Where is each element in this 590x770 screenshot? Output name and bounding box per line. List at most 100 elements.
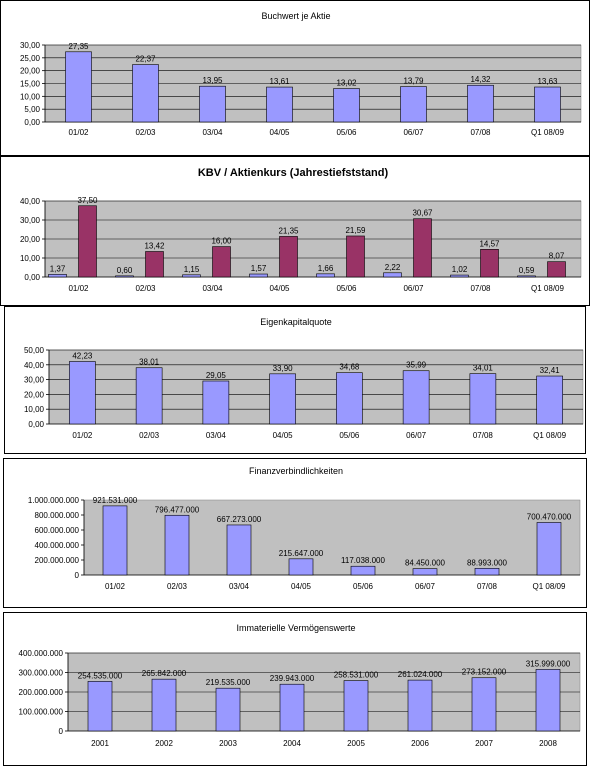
data-label: 254.535.000: [78, 671, 123, 680]
data-label: 13,61: [269, 77, 290, 86]
x-tick-label: 04/05: [269, 284, 290, 293]
bar: [280, 684, 304, 731]
y-tick-label: 20,00: [20, 67, 41, 76]
bar: [267, 87, 293, 122]
x-tick-label: 2008: [539, 739, 557, 748]
chart-svg-eigenkapitalquote: Eigenkapitalquote 50,00 40,00 30,00 20,00 10…: [5, 307, 587, 455]
bar: [344, 681, 368, 731]
data-label: 1,15: [184, 265, 200, 274]
y-tick-label: 600.000.000: [35, 526, 80, 535]
x-tick-label: 02/03: [135, 284, 156, 293]
data-label: 667.273.000: [217, 515, 262, 524]
chart-title: Immaterielle Vermögenswerte: [236, 623, 355, 633]
data-label: 265.842.000: [142, 669, 187, 678]
y-tick-label: 1.000.000.000: [28, 496, 80, 505]
chart-panel-buchwert: Buchwert je Aktie 30,00 25,00 20,00 15,00 10…: [0, 0, 590, 156]
data-label: 8,07: [549, 252, 565, 261]
bar: [183, 275, 201, 277]
data-label: 1,57: [251, 264, 267, 273]
data-label: 13,02: [336, 79, 357, 88]
data-label: 13,79: [403, 77, 424, 86]
data-label: 261.024.000: [398, 670, 443, 679]
bar: [216, 688, 240, 731]
bar: [334, 89, 360, 122]
data-label: 921.531.000: [93, 496, 138, 505]
bar: [165, 515, 189, 575]
x-tick-label: 01/02: [105, 582, 126, 591]
bar: [227, 525, 251, 575]
data-label: 34,68: [339, 363, 360, 372]
y-tick-label: 10,00: [24, 405, 45, 414]
data-label: 14,32: [470, 75, 491, 84]
data-label: 1,66: [318, 264, 334, 273]
data-label: 84.450.000: [405, 559, 446, 568]
x-tick-label: Q1 08/09: [531, 284, 564, 293]
data-label: 117.038.000: [341, 556, 385, 565]
x-tick-label: 01/02: [72, 431, 93, 440]
data-label: 13,42: [144, 242, 165, 251]
bar: [548, 262, 566, 277]
bar: [351, 566, 375, 575]
chart-title: Buchwert je Aktie: [261, 11, 330, 21]
bar: [280, 236, 298, 277]
data-label: 21,59: [345, 226, 366, 235]
data-label: 258.531.000: [334, 671, 379, 680]
chart-title: Eigenkapitalquote: [260, 317, 332, 327]
x-tick-label: 05/06: [336, 128, 357, 137]
bar: [384, 273, 402, 277]
x-tick-label: 05/06: [339, 431, 360, 440]
data-label: 32,41: [540, 366, 561, 375]
y-tick-label: 0,00: [24, 273, 40, 282]
x-tick-label: Q1 08/09: [533, 582, 566, 591]
bar: [103, 506, 127, 575]
bar: [414, 219, 432, 277]
x-tick-label: 05/06: [336, 284, 357, 293]
data-label: 219.535.000: [206, 678, 251, 687]
data-label: 239.943.000: [270, 674, 315, 683]
x-tick-label: 02/03: [135, 128, 156, 137]
data-label: 13,63: [537, 77, 558, 86]
bar: [213, 247, 231, 277]
y-tick-label: 25,00: [20, 54, 41, 63]
x-tick-label: 04/05: [273, 431, 294, 440]
data-label: 35,99: [406, 361, 427, 370]
x-tick-label: 07/08: [477, 582, 498, 591]
y-tick-label: 0,00: [28, 420, 44, 429]
x-tick-label: Q1 08/09: [533, 431, 566, 440]
y-tick-label: 0: [59, 727, 64, 736]
y-tick-label: 40,00: [24, 361, 45, 370]
x-tick-label: 04/05: [291, 582, 312, 591]
x-tick-label: 07/08: [470, 284, 491, 293]
bar: [152, 679, 176, 731]
x-tick-label: 01/02: [68, 128, 89, 137]
data-label: 38,01: [139, 358, 160, 367]
data-label: 2,22: [385, 263, 401, 272]
x-tick-label: 06/07: [415, 582, 436, 591]
bar: [133, 65, 159, 122]
x-tick-label: 05/06: [353, 582, 374, 591]
x-tick-label: 2003: [219, 739, 237, 748]
y-tick-label: 800.000.000: [35, 511, 80, 520]
x-tick-label: 2002: [155, 739, 173, 748]
x-tick-label: 01/02: [68, 284, 89, 293]
bar: [408, 680, 432, 731]
chart-svg-finanzverbindlichkeiten: Finanzverbindlichkeiten 1.000.000.000 800…: [4, 459, 588, 609]
y-tick-label: 30,00: [20, 216, 41, 225]
data-label: 30,67: [412, 209, 433, 218]
bar: [537, 376, 563, 424]
bar: [413, 569, 437, 575]
x-tick-label: Q1 08/09: [531, 128, 564, 137]
bar: [49, 274, 67, 277]
bar: [289, 559, 313, 575]
bar: [250, 274, 268, 277]
chart-panel-kbv: KBV / Aktienkurs (Jahrestiefststand) 40,…: [0, 156, 590, 306]
y-tick-label: 30,00: [20, 41, 41, 50]
data-label: 796.477.000: [155, 505, 200, 514]
x-tick-label: 07/08: [473, 431, 494, 440]
bar: [535, 87, 561, 122]
y-tick-label: 30,00: [24, 376, 45, 385]
y-tick-label: 0: [75, 571, 80, 580]
x-tick-label: 02/03: [167, 582, 188, 591]
bar: [136, 368, 162, 424]
data-label: 22,37: [135, 55, 156, 64]
